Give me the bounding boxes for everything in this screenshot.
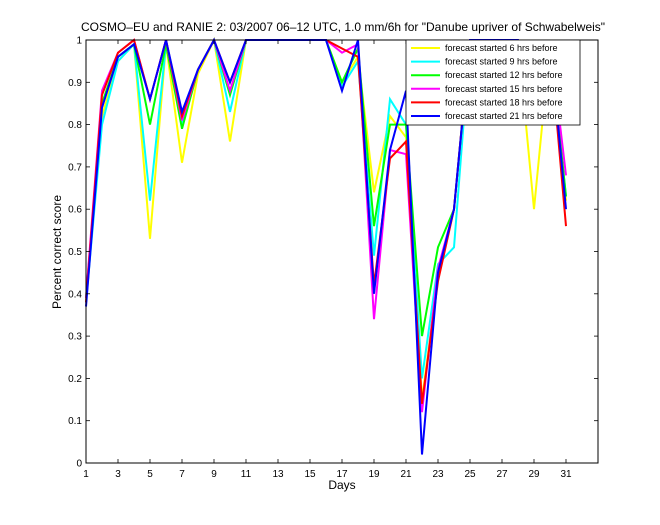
x-tick-label: 1: [83, 469, 89, 480]
y-tick-label: 0.5: [68, 247, 82, 258]
y-tick-label: 0.7: [68, 162, 82, 173]
x-tick-label: 25: [464, 469, 476, 480]
x-axis-label: Days: [328, 478, 355, 492]
y-tick-label: 0.2: [68, 374, 82, 385]
y-tick-label: 0.6: [68, 205, 82, 216]
x-tick-label: 21: [400, 469, 412, 480]
x-tick-label: 11: [241, 469, 252, 480]
y-tick-label: 0: [76, 459, 82, 470]
x-tick-label: 27: [496, 469, 508, 480]
x-tick-label: 7: [179, 469, 185, 480]
x-tick-label: 29: [528, 469, 540, 480]
x-axis-ticks: 1 3 5 7 9 11 13 15 17 19 21 23 25 27 29 31: [83, 40, 572, 480]
x-tick-label: 19: [368, 469, 380, 480]
x-tick-label: 23: [432, 469, 444, 480]
y-tick-label: 0.3: [68, 332, 82, 343]
y-tick-label: 0.9: [68, 78, 82, 89]
legend-label: forecast started 9 hrs before: [445, 57, 558, 67]
y-tick-label: 0.8: [68, 120, 82, 131]
x-tick-label: 13: [272, 469, 284, 480]
legend-label: forecast started 18 hrs before: [445, 97, 563, 107]
y-tick-label: 1: [76, 36, 82, 47]
legend-box: [405, 39, 581, 126]
y-tick-label: 0.4: [68, 289, 82, 300]
x-tick-label: 5: [147, 469, 153, 480]
y-tick-label: 0.1: [68, 416, 82, 427]
x-tick-label: 3: [115, 469, 121, 480]
x-tick-label: 15: [304, 469, 316, 480]
legend-label: forecast started 21 hrs before: [445, 111, 563, 121]
legend-label: forecast started 12 hrs before: [445, 70, 563, 80]
legend: forecast started 6 hrs before forecast st…: [405, 39, 581, 126]
x-tick-label: 9: [211, 469, 217, 480]
y-axis-ticks: 0 0.1 0.2 0.3 0.4 0.5 0.6 0.7 0.8 0.9 1: [68, 36, 598, 470]
chart-title: COSMO–EU and RANIE 2: 03/2007 06–12 UTC,…: [81, 20, 605, 34]
x-tick-label: 31: [560, 469, 572, 480]
x-tick-label: 17: [336, 469, 348, 480]
y-axis-label: Percent correct score: [50, 195, 64, 309]
legend-label: forecast started 15 hrs before: [445, 84, 563, 94]
legend-label: forecast started 6 hrs before: [445, 43, 558, 53]
